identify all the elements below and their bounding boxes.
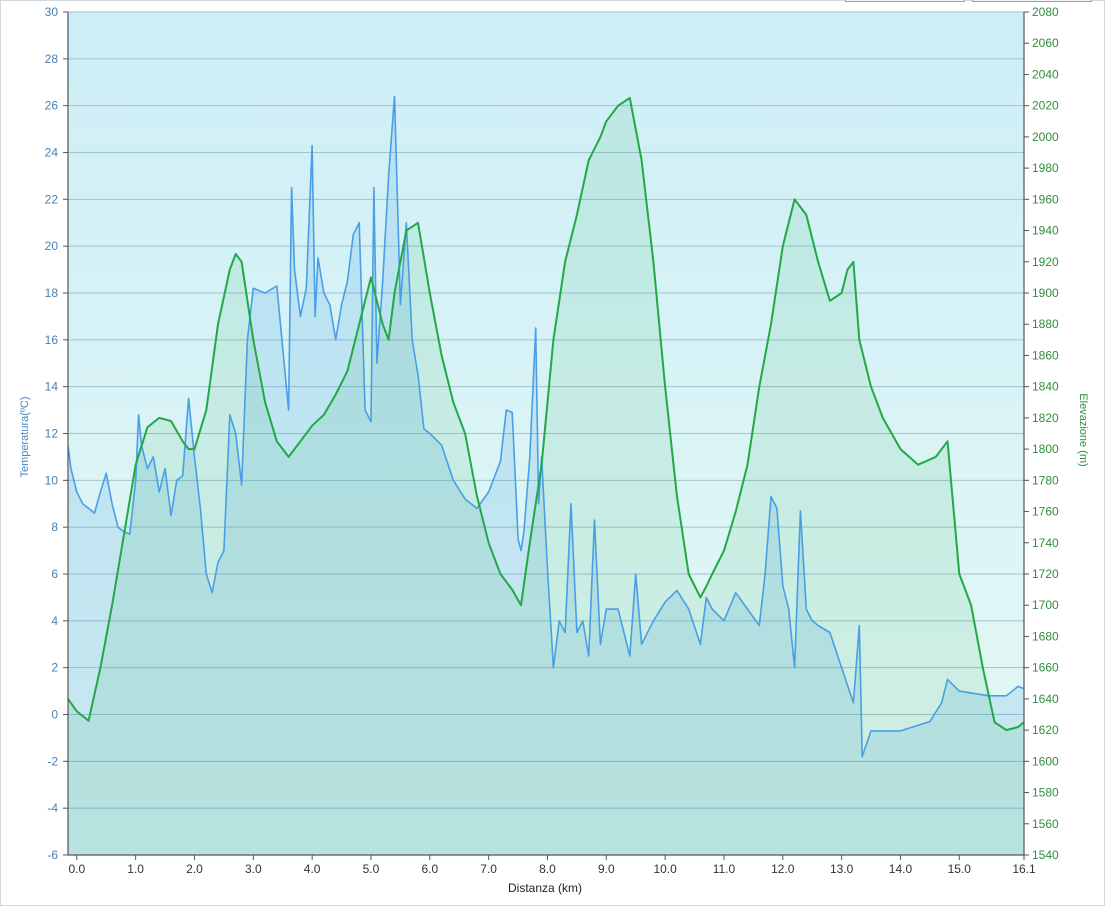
top-control-left[interactable] xyxy=(845,0,965,2)
temperature-line xyxy=(68,95,1024,758)
y1-tick-label: 28 xyxy=(45,52,59,66)
y1-tick-label: -4 xyxy=(47,801,58,815)
x-tick-label: 10.0 xyxy=(653,862,677,876)
x-tick-label: 14.0 xyxy=(889,862,913,876)
y1-tick-label: 0 xyxy=(51,708,58,722)
elevation-area xyxy=(68,97,1024,855)
y2-tick-label: 2080 xyxy=(1032,5,1059,19)
y2-tick-label: 1880 xyxy=(1032,317,1059,331)
y1-tick-label: 10 xyxy=(45,473,59,487)
x-tick-label: 7.0 xyxy=(480,862,497,876)
y1-tick-label: -2 xyxy=(47,754,58,768)
x-tick-label: 0.0 xyxy=(68,862,85,876)
y1-tick-label: 4 xyxy=(51,614,58,628)
y1-tick-label: 6 xyxy=(51,567,58,581)
y1-tick-label: 20 xyxy=(45,239,59,253)
y2-tick-label: 1700 xyxy=(1032,598,1059,612)
x-tick-label: 5.0 xyxy=(363,862,380,876)
y2-tick-label: 1900 xyxy=(1032,286,1059,300)
y1-tick-label: 2 xyxy=(51,661,58,675)
y1-tick-label: 14 xyxy=(45,380,59,394)
y1-axis-title: Temperatura(ºC) xyxy=(19,396,31,477)
x-tick-label: 9.0 xyxy=(598,862,615,876)
x-tick-label: 2.0 xyxy=(186,862,203,876)
x-tick-label: 13.0 xyxy=(830,862,854,876)
y2-tick-label: 1680 xyxy=(1032,629,1059,643)
y2-tick-label: 2020 xyxy=(1032,99,1059,113)
y1-tick-label: 24 xyxy=(45,146,59,160)
x-tick-label: 3.0 xyxy=(245,862,262,876)
y2-tick-label: 2060 xyxy=(1032,36,1059,50)
x-tick-label: 6.0 xyxy=(421,862,438,876)
y2-tick-label: 1580 xyxy=(1032,786,1059,800)
y2-tick-label: 1740 xyxy=(1032,536,1059,550)
y2-tick-label: 1980 xyxy=(1032,161,1059,175)
y2-tick-label: 1640 xyxy=(1032,692,1059,706)
y2-tick-label: 1840 xyxy=(1032,380,1059,394)
y2-tick-label: 1860 xyxy=(1032,348,1059,362)
x-tick-label: 1.0 xyxy=(127,862,144,876)
y2-tick-label: 2000 xyxy=(1032,130,1059,144)
y1-tick-label: 26 xyxy=(45,99,59,113)
x-tick-label: 4.0 xyxy=(304,862,321,876)
y2-tick-label: 1760 xyxy=(1032,505,1059,519)
y1-tick-label: 30 xyxy=(45,5,59,19)
y1-tick-label: -6 xyxy=(47,848,58,862)
x-tick-label: 8.0 xyxy=(539,862,556,876)
y2-axis-title: Elevazione (m) xyxy=(1077,393,1089,466)
y1-tick-label: 18 xyxy=(45,286,59,300)
x-axis-title: Distanza (km) xyxy=(508,881,582,895)
x-tick-label: 16.1 xyxy=(1012,862,1036,876)
y2-tick-label: 1820 xyxy=(1032,411,1059,425)
y2-tick-label: 1960 xyxy=(1032,192,1059,206)
y2-tick-label: 1600 xyxy=(1032,754,1059,768)
y2-tick-label: 1940 xyxy=(1032,224,1059,238)
y1-tick-label: 16 xyxy=(45,333,59,347)
y2-tick-label: 1660 xyxy=(1032,661,1059,675)
grid-lines xyxy=(68,11,1024,856)
y1-tick-label: 22 xyxy=(45,192,59,206)
y2-tick-label: 1920 xyxy=(1032,255,1059,269)
y2-tick-label: 1540 xyxy=(1032,848,1059,862)
y2-tick-label: 2040 xyxy=(1032,67,1059,81)
x-tick-label: 12.0 xyxy=(771,862,795,876)
top-control-right[interactable] xyxy=(972,0,1092,2)
y2-tick-label: 1560 xyxy=(1032,817,1059,831)
x-tick-label: 15.0 xyxy=(948,862,972,876)
x-tick-label: 11.0 xyxy=(713,862,736,876)
y2-tick-label: 1620 xyxy=(1032,723,1059,737)
y1-tick-label: 8 xyxy=(51,520,58,534)
y1-tick-label: 12 xyxy=(45,427,59,441)
y2-tick-label: 1720 xyxy=(1032,567,1059,581)
y2-tick-label: 1800 xyxy=(1032,442,1059,456)
elevation-line xyxy=(68,96,1024,732)
y2-tick-label: 1780 xyxy=(1032,473,1059,487)
